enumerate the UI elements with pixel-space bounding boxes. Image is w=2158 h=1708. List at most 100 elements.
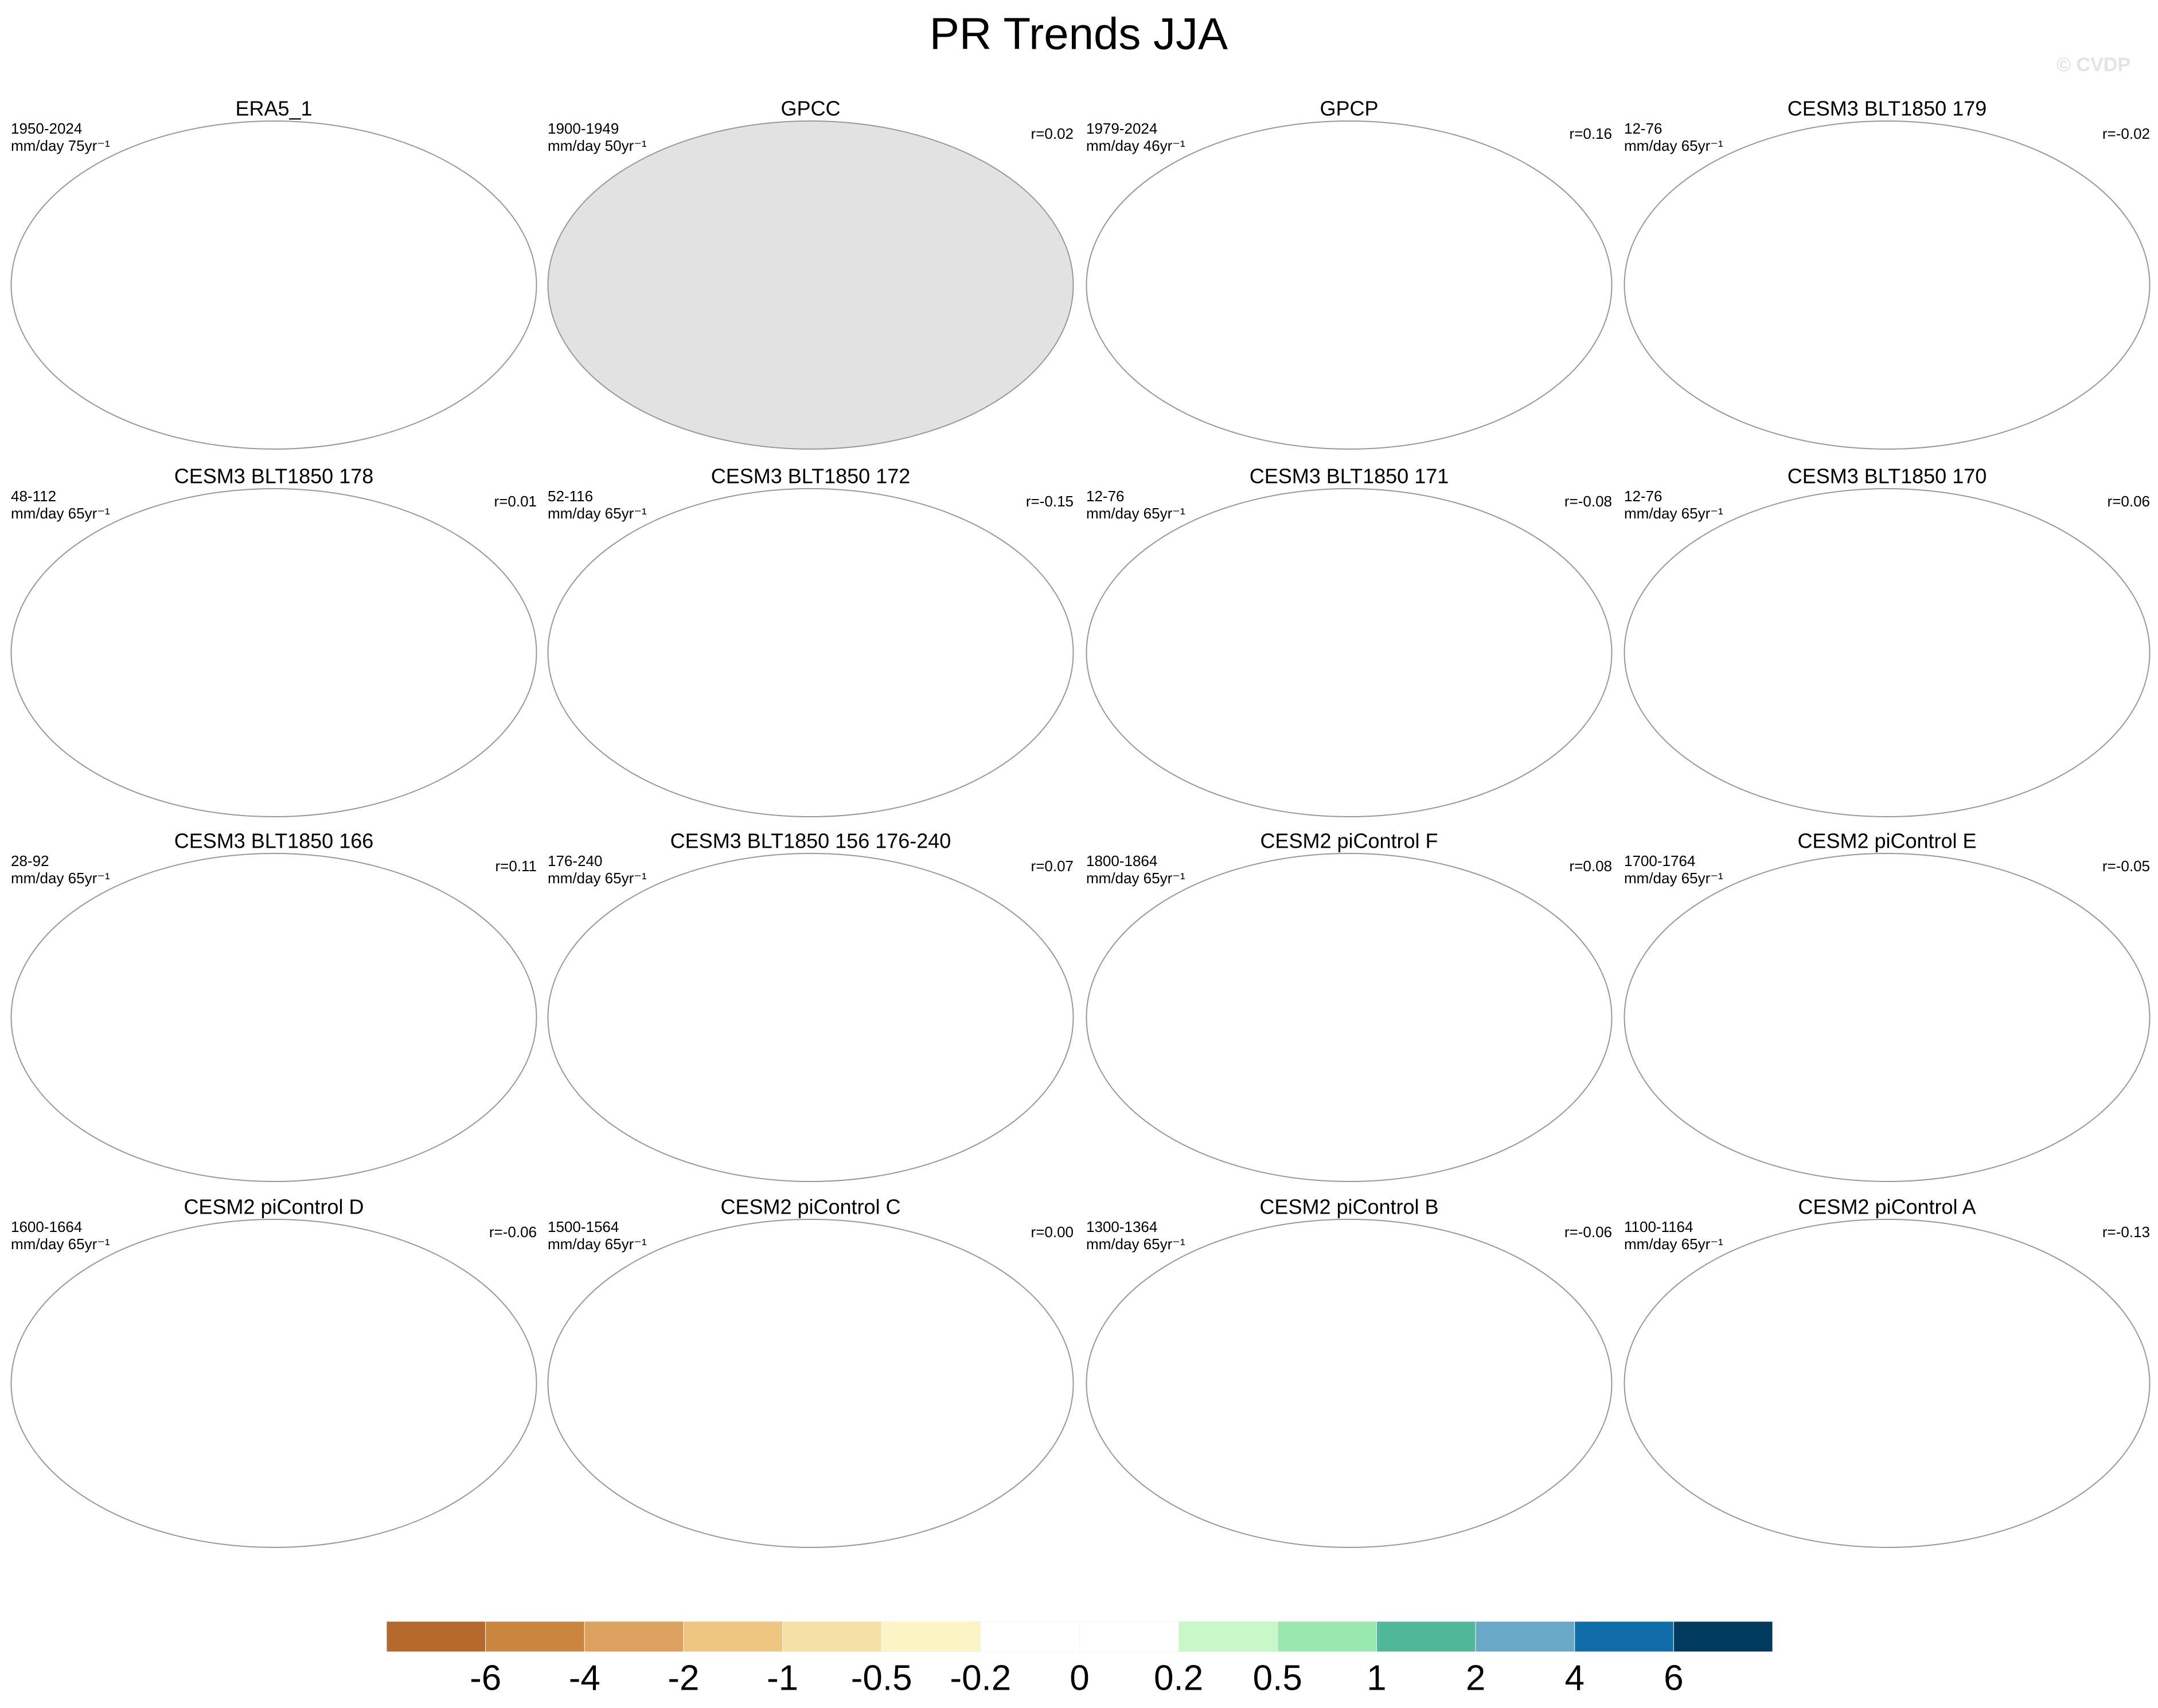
map-globe (547, 853, 1074, 1182)
colorbar-box (1475, 1621, 1575, 1652)
map-globe (547, 120, 1074, 450)
colorbar-box (881, 1621, 981, 1652)
colorbar-label: 0.5 (1253, 1658, 1302, 1698)
colorbar-box (1178, 1621, 1278, 1652)
colorbar-label: 4 (1564, 1658, 1584, 1698)
colorbar-label: -0.2 (950, 1658, 1011, 1698)
map-globe (1624, 853, 2151, 1182)
panel-correlation: r=-0.06 (1564, 1223, 1612, 1241)
panel-title: ERA5_1 (235, 97, 312, 120)
map-globe (547, 1219, 1074, 1548)
colorbar-box (683, 1621, 783, 1652)
panel-title: CESM2 piControl A (1798, 1195, 1976, 1219)
colorbar-label: 6 (1664, 1658, 1683, 1698)
panel-title: CESM3 BLT1850 170 (1788, 465, 1987, 488)
panel-units: mm/day 65yr⁻¹ (1624, 137, 1723, 154)
panel-period: 12-76 (1624, 488, 1663, 505)
colorbar-box (1079, 1621, 1179, 1652)
panel-period: 1979-2024 (1086, 120, 1157, 137)
panel-correlation: r=0.07 (1031, 857, 1074, 875)
colorbar-label: 0.2 (1154, 1658, 1203, 1698)
map-globe (10, 120, 537, 450)
panel-period: 1500-1564 (548, 1218, 619, 1235)
panel-title: CESM2 piControl B (1259, 1195, 1438, 1219)
map-globe (1624, 488, 2151, 817)
panel-title: CESM2 piControl E (1797, 829, 1976, 853)
panel-correlation: r=0.02 (1031, 125, 1074, 142)
panel-units: mm/day 65yr⁻¹ (548, 505, 647, 522)
panel-units: mm/day 65yr⁻¹ (1624, 505, 1723, 522)
watermark: © CVDP (2056, 54, 2130, 76)
panel-period: 176-240 (548, 852, 602, 869)
panel-period: 1100-1164 (1624, 1218, 1693, 1235)
panel-correlation: r=0.06 (2108, 493, 2150, 510)
panel-correlation: r=-0.05 (2102, 857, 2150, 875)
panel-correlation: r=-0.02 (2102, 125, 2150, 142)
panel-period: 1700-1764 (1624, 852, 1695, 869)
colorbar-label: 1 (1367, 1658, 1386, 1698)
panel-units: mm/day 65yr⁻¹ (1086, 869, 1185, 887)
panel-correlation: r=-0.13 (2102, 1223, 2150, 1241)
panel-period: 1800-1864 (1086, 852, 1157, 869)
panel-title: CESM3 BLT1850 172 (711, 465, 911, 488)
panel-correlation: r=0.08 (1570, 857, 1612, 875)
map-globe (1086, 853, 1613, 1182)
panel-units: mm/day 65yr⁻¹ (11, 869, 110, 887)
panel-title: CESM3 BLT1850 156 176-240 (670, 829, 951, 853)
panel-units: mm/day 65yr⁻¹ (548, 869, 647, 887)
map-globe (1086, 120, 1613, 450)
colorbar-box (1376, 1621, 1476, 1652)
colorbar-label: -2 (668, 1658, 699, 1698)
panel-units: mm/day 65yr⁻¹ (548, 1235, 647, 1253)
colorbar-box (1277, 1621, 1377, 1652)
panel-title: CESM3 BLT1850 166 (174, 829, 374, 853)
figure-title: PR Trends JJA (930, 9, 1228, 59)
panel-units: mm/day 65yr⁻¹ (11, 505, 110, 522)
panel-correlation: r=0.11 (495, 857, 537, 875)
colorbar-label: 0 (1070, 1658, 1089, 1698)
panel-period: 48-112 (11, 488, 56, 505)
panel-period: 1950-2024 (11, 120, 82, 137)
map-globe (1086, 1219, 1613, 1548)
panel-title: CESM3 BLT1850 179 (1788, 97, 1987, 120)
panel-units: mm/day 65yr⁻¹ (1086, 505, 1185, 522)
panel-title: GPCP (1320, 97, 1378, 120)
colorbar-box (1673, 1621, 1773, 1652)
panel-title: CESM2 piControl C (720, 1195, 900, 1219)
panel-correlation: r=0.00 (1031, 1223, 1074, 1241)
panel-period: 1900-1949 (548, 120, 619, 137)
colorbar-box (485, 1621, 585, 1652)
colorbar-box (386, 1621, 486, 1652)
map-globe (10, 488, 537, 817)
colorbar-label: -0.5 (851, 1658, 912, 1698)
panel-units: mm/day 75yr⁻¹ (11, 137, 110, 154)
panel-correlation: r=0.01 (494, 493, 537, 510)
panel-period: 1300-1364 (1086, 1218, 1157, 1235)
panel-title: CESM3 BLT1850 171 (1250, 465, 1449, 488)
colorbar-label: -4 (569, 1658, 600, 1698)
colorbar-box (1574, 1621, 1674, 1652)
panel-correlation: r=0.16 (1570, 125, 1612, 142)
panel-correlation: r=-0.15 (1026, 493, 1074, 510)
panel-units: mm/day 65yr⁻¹ (1624, 869, 1723, 887)
map-globe (10, 1219, 537, 1548)
panel-title: GPCC (781, 97, 840, 120)
panel-title: CESM3 BLT1850 178 (174, 465, 374, 488)
colorbar-label: 2 (1466, 1658, 1485, 1698)
panel-units: mm/day 65yr⁻¹ (1086, 1235, 1185, 1253)
map-globe (1624, 120, 2151, 450)
colorbar-box (782, 1621, 882, 1652)
colorbar-box (584, 1621, 684, 1652)
panel-units: mm/day 65yr⁻¹ (11, 1235, 110, 1253)
panel-period: 12-76 (1086, 488, 1125, 505)
map-globe (547, 488, 1074, 817)
panel-correlation: r=-0.08 (1564, 493, 1612, 510)
panel-units: mm/day 46yr⁻¹ (1086, 137, 1185, 154)
colorbar-box (980, 1621, 1080, 1652)
map-globe (1086, 488, 1613, 817)
panel-title: CESM2 piControl F (1260, 829, 1438, 853)
panel-period: 28-92 (11, 852, 49, 869)
panel-period: 12-76 (1624, 120, 1663, 137)
colorbar-label: -1 (767, 1658, 798, 1698)
